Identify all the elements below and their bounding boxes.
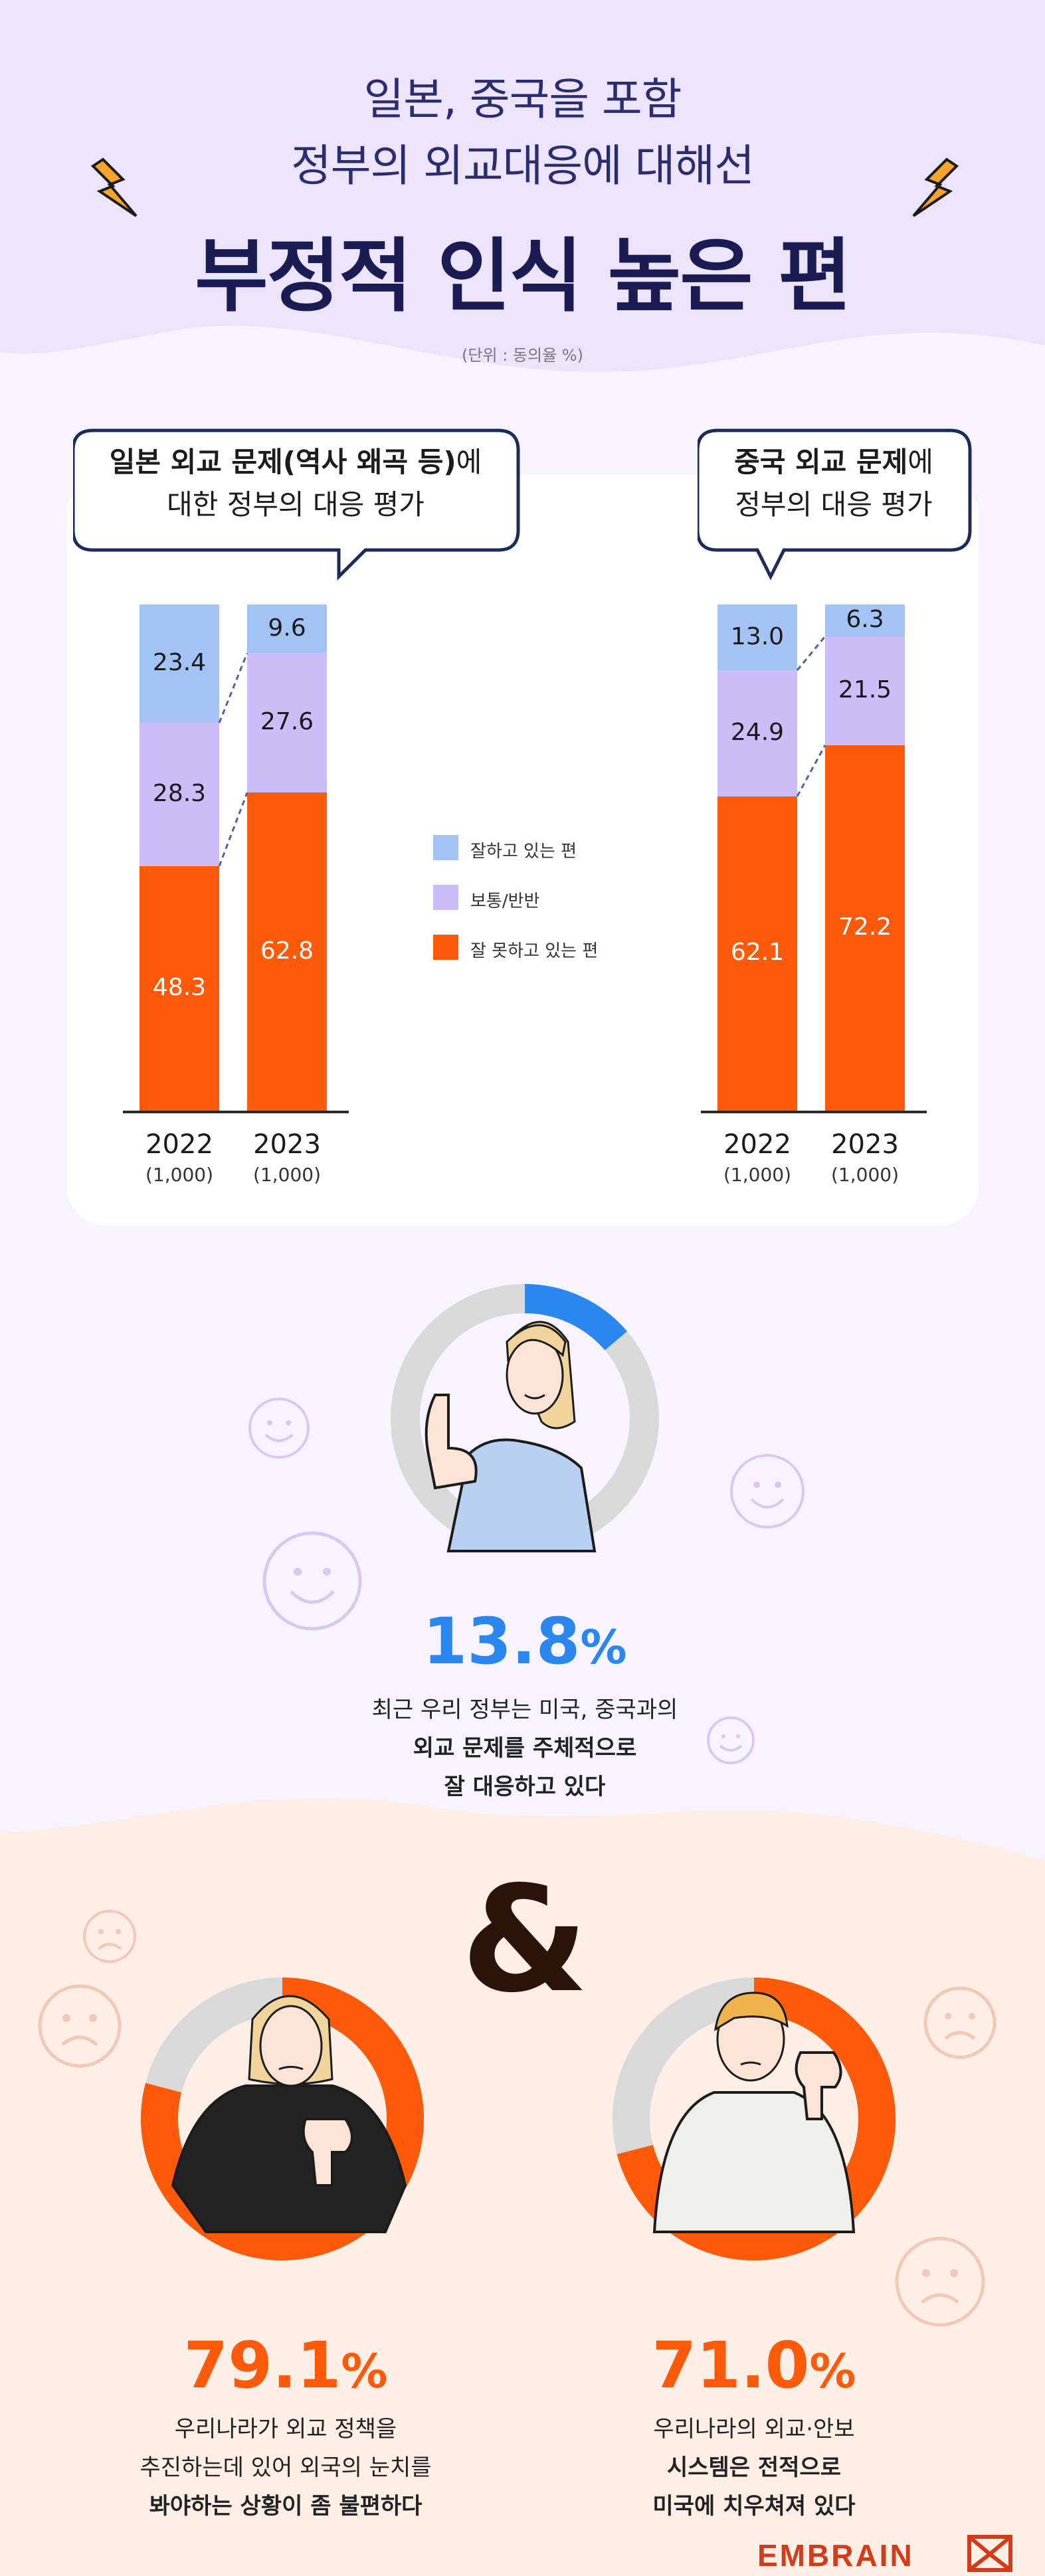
header-line2: 정부의 외교대응에 대해선: [291, 140, 755, 191]
chart1-title-bold: 일본 외교 문제(역사 왜곡 등): [109, 446, 456, 478]
negative1-desc-line1: 우리나라가 외교 정책을: [174, 2416, 397, 2442]
unit-label: (단위 : 동의율 %): [462, 346, 583, 365]
chart1-bar-2023-1: [247, 653, 327, 793]
chart2-bar-2022-1: [717, 670, 797, 796]
negative1-percent-sign: %: [341, 2344, 388, 2399]
chart1-year-2022: 2022: [145, 1129, 213, 1160]
legend-swatch-positive: [433, 835, 458, 860]
negative1-value: 79.1: [183, 2328, 341, 2403]
chart1-n-2022: (1,000): [145, 1164, 213, 1186]
sad-face-icon: [83, 1910, 136, 1963]
smiley-icon: [730, 1454, 805, 1528]
legend-label-positive: 잘하고 있는 편: [470, 842, 577, 862]
chart1-label-2023-0: 62.8: [260, 937, 314, 965]
donut-arc: [524, 1284, 628, 1351]
chart2-title-rest: 에: [907, 446, 933, 478]
chart1-title: 일본 외교 문제(역사 왜곡 등)에 대한 정부의 대응 평가: [73, 441, 518, 526]
negative1-desc-line3: 봐야하는 상황이 좀 불편하다: [149, 2493, 423, 2520]
chart1-label-2023-2: 9.6: [268, 614, 306, 642]
smiley-icon: [248, 1398, 310, 1459]
chart2-label-2022-2: 13.0: [730, 622, 785, 650]
chart1-label-2022-2: 23.4: [152, 649, 207, 677]
legend-label-negative: 잘 못하고 있는 편: [470, 941, 599, 961]
chart1-bar-2023-0: [247, 792, 327, 1111]
legend-label-neutral: 보통/반반: [470, 891, 540, 911]
chart1-bar-2022-0: [140, 866, 219, 1111]
chart1-year-2023: 2023: [253, 1129, 321, 1160]
ampersand: &: [461, 1855, 589, 2025]
sad-face-icon: [38, 1984, 122, 2068]
positive-desc-line1: 최근 우리 정부는 미국, 중국과의: [371, 1697, 678, 1723]
chart2-n-2023: (1,000): [830, 1164, 899, 1186]
chart2-label-2023-0: 72.2: [838, 913, 892, 941]
chart1-title-line2: 대한 정부의 대응 평가: [167, 488, 425, 521]
sad-face-icon: [923, 1986, 997, 2059]
chart2-title: 중국 외교 문제에 정부의 대응 평가: [698, 441, 970, 526]
chart2-n-2022: (1,000): [723, 1164, 791, 1186]
chart1-title-rest: 에: [456, 446, 482, 478]
chart2-year-2023: 2023: [831, 1129, 899, 1160]
chart2-label-2022-0: 62.1: [730, 939, 785, 966]
legend-swatch-negative: [433, 935, 458, 960]
chart1-label-2023-1: 27.6: [260, 708, 314, 736]
thumbs-down-woman-illustration: [171, 1995, 407, 2233]
negative2-desc-line1: 우리나라의 외교·안보: [575, 2410, 933, 2448]
negative2-desc-line2: 시스템은 전적으로: [666, 2454, 842, 2481]
negative1-percent: 79.1%: [133, 2328, 438, 2403]
chart2-bar-2022-0: [717, 796, 797, 1111]
chart1-bar-2022-2: [140, 604, 219, 723]
chart1-label-2022-1: 28.3: [152, 780, 207, 808]
negative1-description: 우리나라가 외교 정책을 추진하는데 있어 외국의 눈치를 봐야하는 상황이 좀…: [106, 2410, 465, 2526]
thumbs-up-person-illustration: [425, 1321, 597, 1552]
negative2-desc-line1-text: 우리나라의 외교·안보: [653, 2416, 855, 2442]
smiley-icon: [262, 1531, 362, 1631]
positive-desc-line3: 잘 대응하고 있다: [444, 1774, 606, 1800]
header-title: 부정적 인식 높은 편: [195, 230, 852, 323]
positive-value: 13.8: [423, 1604, 581, 1679]
negative2-percent: 71.0%: [601, 2328, 907, 2403]
chart2-label-2023-1: 21.5: [838, 676, 892, 703]
chart1-bar-2022-1: [140, 723, 219, 866]
chart2-bar-2023-1: [825, 636, 905, 745]
chart2-title-bold: 중국 외교 문제: [734, 446, 908, 478]
chart2-bar-2023-2: [825, 604, 905, 636]
positive-percent-sign: %: [580, 1620, 627, 1675]
header-line1: 일본, 중국을 포함: [363, 74, 682, 125]
chart1-n-2023: (1,000): [252, 1164, 321, 1186]
chart1-bar-2023-2: [247, 604, 327, 654]
negative2-description: 우리나라의 외교·안보 시스템은 전적으로 미국에 치우쳐져 있다: [575, 2410, 933, 2526]
lightning-icon-right: [912, 157, 959, 217]
negative2-percent-sign: %: [809, 2344, 856, 2399]
legend-swatch-neutral: [433, 885, 458, 910]
chart2-year-2022: 2022: [723, 1129, 791, 1160]
chart1-title-bubble: [73, 428, 520, 581]
positive-desc-line2: 외교 문제를 주체적으로: [413, 1735, 637, 1762]
chart2-axis: [701, 1111, 927, 1113]
brand-logo: EMBRAIN: [757, 2538, 914, 2573]
chart2-bar-2023-0: [825, 745, 905, 1111]
chart2-bar-2022-2: [717, 604, 797, 671]
header-background: [0, 0, 1045, 372]
sad-face-icon: [895, 2237, 985, 2327]
thumbs-down-man-illustration: [652, 1991, 856, 2233]
positive-description: 최근 우리 정부는 미국, 중국과의 외교 문제를 주체적으로 잘 대응하고 있…: [266, 1691, 784, 1806]
negative2-desc-line3: 미국에 치우쳐져 있다: [652, 2493, 856, 2520]
negative1-desc-line2: 추진하는데 있어 외국의 눈치를: [140, 2454, 432, 2481]
positive-percent: 13.8%: [332, 1604, 717, 1679]
negative2-value: 71.0: [652, 2328, 810, 2403]
chart1-label-2022-0: 48.3: [152, 973, 207, 1001]
chart2-title-line2: 정부의 대응 평가: [735, 488, 933, 521]
lightning-icon-left: [90, 157, 138, 217]
chart1-axis: [123, 1111, 349, 1113]
chart2-label-2023-2: 6.3: [846, 606, 884, 633]
brand-logo-icon: [967, 2535, 1012, 2572]
smiley-icon: [707, 1716, 755, 1764]
chart2-title-bubble: [698, 428, 972, 581]
chart2-label-2022-1: 24.9: [730, 718, 785, 746]
